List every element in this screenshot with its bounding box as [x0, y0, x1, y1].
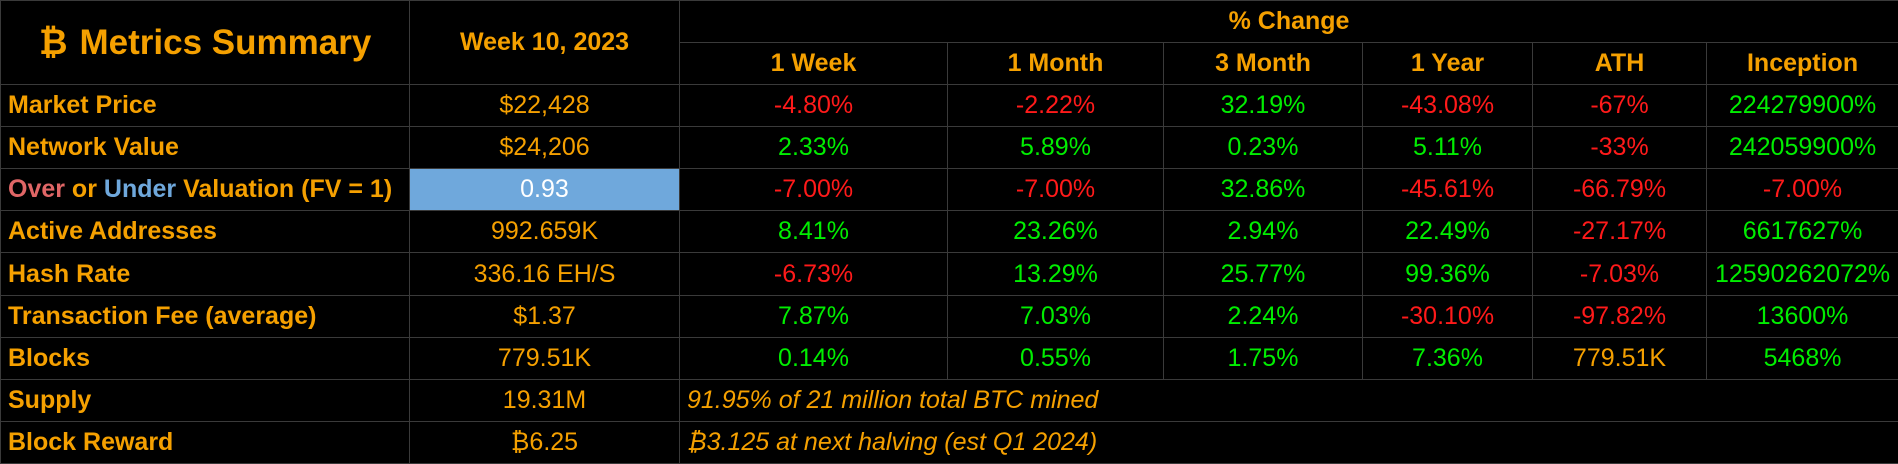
row-value: 19.31M — [409, 378, 680, 422]
col-header-3-month: 3 Month — [1163, 42, 1363, 86]
col-header-1-month: 1 Month — [947, 42, 1164, 86]
change-1-year: 5.11% — [1362, 126, 1533, 170]
pct-change-header: % Change — [678, 0, 1898, 44]
change-1-week: 0.14% — [679, 336, 948, 380]
change-ath: 779.51K — [1532, 336, 1707, 380]
supply-note: 91.95% of 21 million total BTC mined — [678, 378, 1898, 422]
row-label: Market Price — [0, 84, 410, 128]
table-title: ₿ Metrics Summary — [0, 0, 410, 86]
col-header-ath: ATH — [1532, 42, 1707, 86]
row-hash-rate: Hash Rate 336.16 EH/S -6.73% 13.29% 25.7… — [0, 252, 1898, 296]
row-block-reward: Block Reward ₿6.25 ₿3.125 at next halvin… — [0, 420, 1898, 464]
row-transaction-fee: Transaction Fee (average) $1.37 7.87% 7.… — [0, 294, 1898, 338]
change-ath: -7.03% — [1532, 252, 1707, 296]
change-1-month: -7.00% — [947, 168, 1164, 212]
block-reward-note: ₿3.125 at next halving (est Q1 2024) — [678, 420, 1898, 464]
row-value: 779.51K — [409, 336, 680, 380]
change-1-year: -45.61% — [1362, 168, 1533, 212]
row-label: Block Reward — [0, 420, 410, 464]
change-ath: -27.17% — [1532, 210, 1707, 254]
change-1-year: 7.36% — [1362, 336, 1533, 380]
row-value: $1.37 — [409, 294, 680, 338]
change-inception: 5468% — [1705, 336, 1898, 380]
change-1-week: -6.73% — [679, 252, 948, 296]
row-supply: Supply 19.31M 91.95% of 21 million total… — [0, 378, 1898, 422]
change-3-month: 32.86% — [1163, 168, 1363, 212]
change-inception: -7.00% — [1705, 168, 1898, 212]
col-header-1-week: 1 Week — [679, 42, 948, 86]
change-1-month: 7.03% — [947, 294, 1164, 338]
row-label: Transaction Fee (average) — [0, 294, 410, 338]
change-inception: 224279900% — [1705, 84, 1898, 128]
change-3-month: 0.23% — [1163, 126, 1363, 170]
change-1-month: 13.29% — [947, 252, 1164, 296]
change-1-week: 7.87% — [679, 294, 948, 338]
row-label: Hash Rate — [0, 252, 410, 296]
change-ath: -97.82% — [1532, 294, 1707, 338]
change-1-week: 2.33% — [679, 126, 948, 170]
row-network-value: Network Value $24,206 2.33% 5.89% 0.23% … — [0, 126, 1898, 170]
change-1-month: -2.22% — [947, 84, 1164, 128]
week-label: Week 10, 2023 — [409, 0, 680, 86]
row-value: ₿6.25 — [409, 420, 680, 464]
row-value: 336.16 EH/S — [409, 252, 680, 296]
change-inception: 12590262072% — [1705, 252, 1898, 296]
bitcoin-icon: ₿ — [39, 22, 68, 62]
change-1-month: 23.26% — [947, 210, 1164, 254]
change-1-year: -43.08% — [1362, 84, 1533, 128]
change-1-year: 99.36% — [1362, 252, 1533, 296]
change-ath: -66.79% — [1532, 168, 1707, 212]
row-label: Blocks — [0, 336, 410, 380]
change-1-year: -30.10% — [1362, 294, 1533, 338]
change-inception: 242059900% — [1705, 126, 1898, 170]
change-1-week: -4.80% — [679, 84, 948, 128]
change-1-week: -7.00% — [679, 168, 948, 212]
change-3-month: 1.75% — [1163, 336, 1363, 380]
or-word: or — [64, 175, 104, 204]
row-label: Over or Under Valuation (FV = 1) — [0, 168, 410, 212]
change-1-year: 22.49% — [1362, 210, 1533, 254]
change-ath: -67% — [1532, 84, 1707, 128]
change-1-month: 5.89% — [947, 126, 1164, 170]
change-inception: 6617627% — [1705, 210, 1898, 254]
header-row-group: ₿ Metrics Summary Week 10, 2023 % Change — [0, 0, 1898, 86]
row-blocks: Blocks 779.51K 0.14% 0.55% 1.75% 7.36% 7… — [0, 336, 1898, 380]
row-market-price: Market Price $22,428 -4.80% -2.22% 32.19… — [0, 84, 1898, 128]
col-header-inception: Inception — [1705, 42, 1898, 86]
change-1-month: 0.55% — [947, 336, 1164, 380]
row-label: Active Addresses — [0, 210, 410, 254]
row-value-highlighted[interactable]: 0.93 — [409, 168, 680, 212]
change-ath: -33% — [1532, 126, 1707, 170]
valuation-rest: Valuation (FV = 1) — [176, 175, 393, 204]
row-active-addresses: Active Addresses 992.659K 8.41% 23.26% 2… — [0, 210, 1898, 254]
change-inception: 13600% — [1705, 294, 1898, 338]
row-value: $22,428 — [409, 84, 680, 128]
row-label: Supply — [0, 378, 410, 422]
title-text: Metrics Summary — [79, 22, 372, 62]
change-3-month: 2.24% — [1163, 294, 1363, 338]
change-1-week: 8.41% — [679, 210, 948, 254]
change-3-month: 2.94% — [1163, 210, 1363, 254]
under-word: Under — [103, 175, 177, 204]
change-3-month: 25.77% — [1163, 252, 1363, 296]
col-header-1-year: 1 Year — [1362, 42, 1533, 86]
row-value: $24,206 — [409, 126, 680, 170]
row-label: Network Value — [0, 126, 410, 170]
over-word: Over — [8, 175, 65, 204]
row-valuation: Over or Under Valuation (FV = 1) 0.93 -7… — [0, 168, 1898, 212]
row-value: 992.659K — [409, 210, 680, 254]
change-3-month: 32.19% — [1163, 84, 1363, 128]
